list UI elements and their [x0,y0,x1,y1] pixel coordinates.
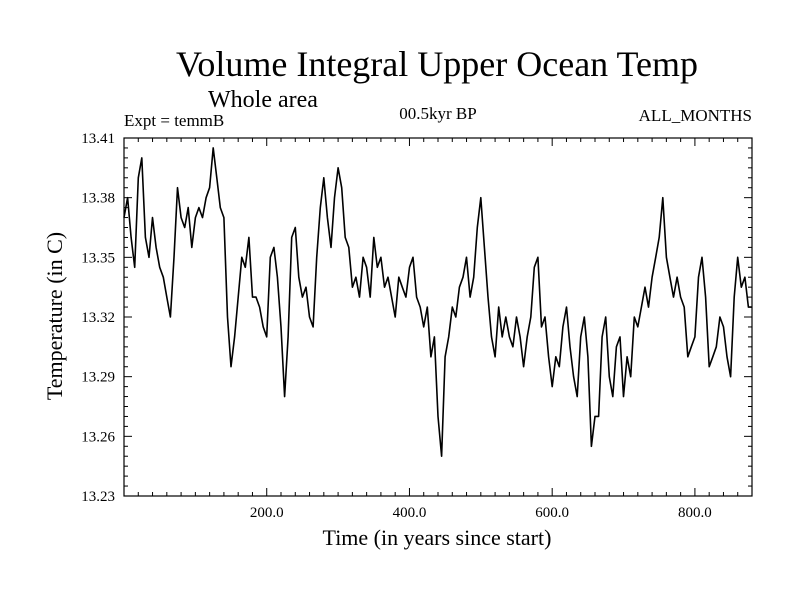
x-tick-label: 800.0 [678,505,712,521]
x-tick-label: 200.0 [250,505,284,521]
x-tick-label: 600.0 [535,505,569,521]
x-tick-label: 400.0 [393,505,427,521]
y-tick-label: 13.26 [81,429,115,445]
months-label: ALL_MONTHS [639,106,752,125]
y-axis-label: Temperature (in C) [42,232,67,400]
y-tick-label: 13.32 [81,310,115,326]
y-tick-label: 13.38 [81,191,115,207]
y-tick-label: 13.41 [81,131,115,147]
series-line-temmB [123,147,752,458]
y-tick-label: 13.29 [81,370,115,386]
plot-area: 200.0 400.0 600.0 800.0 13.23 13.26 13.29 13.32… [81,131,753,521]
period-label: 00.5kyr BP [399,104,476,123]
experiment-label: Expt = temmB [124,111,224,130]
x-axis-label: Time (in years since start) [323,525,552,550]
chart-title: Volume Integral Upper Ocean Temp [176,44,698,84]
y-tick-label: 13.23 [81,489,115,505]
y-tick-label: 13.35 [81,250,115,266]
chart-subtitle: Whole area [208,87,318,113]
